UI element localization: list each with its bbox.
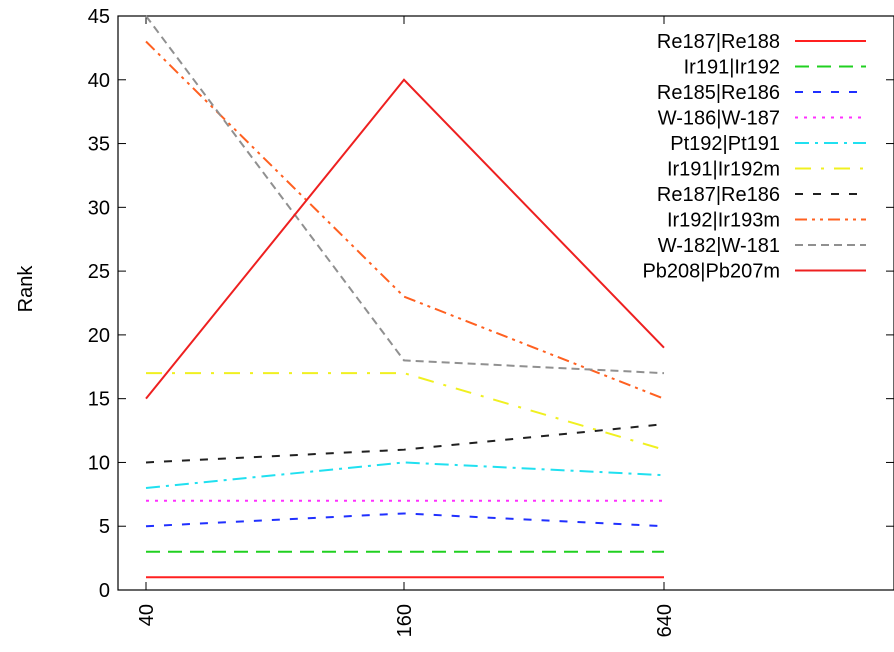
legend: Re187|Re188 Ir191|Ir192 Re185|Re186 W-186|W… (642, 31, 866, 283)
legend-label: Ir191|Ir192 (684, 57, 780, 79)
series-layer (145, 15, 665, 579)
y-tick-label: 25 (88, 261, 110, 283)
y-tick-label: 30 (88, 197, 110, 219)
legend-label: Re187|Re186 (657, 184, 780, 206)
x-tick-label: 40 (136, 604, 158, 626)
x-tick-label: 160 (394, 604, 416, 637)
y-tick-label: 15 (88, 389, 110, 411)
plot-border (117, 15, 894, 591)
legend-label: Ir192|Ir193m (667, 210, 780, 232)
plot-frame (117, 15, 894, 591)
series-line (145, 15, 665, 375)
x-axis: 40 160 640 (136, 16, 676, 637)
series-line (145, 461, 665, 489)
legend-label: W-182|W-181 (658, 235, 780, 257)
y-axis: 0 5 10 15 20 25 30 35 40 45 (88, 6, 894, 602)
x-tick-label: 640 (654, 604, 676, 637)
series-line (145, 512, 665, 528)
series-line (145, 423, 665, 464)
y-tick-label: 45 (88, 6, 110, 28)
legend-label: Ir191|Ir192m (667, 159, 780, 181)
legend-label: Pb208|Pb207m (642, 261, 780, 283)
series-line (145, 40, 665, 400)
y-tick-label: 35 (88, 134, 110, 156)
y-axis-title: Rank (15, 265, 37, 313)
legend-label: Pt192|Pt191 (670, 133, 780, 155)
legend-label: Re185|Re186 (657, 82, 780, 104)
legend-label: Re187|Re188 (657, 31, 780, 53)
series-line (146, 372, 665, 451)
y-tick-label: 10 (88, 452, 110, 474)
y-tick-label: 5 (99, 516, 110, 538)
y-tick-label: 40 (88, 70, 110, 92)
series-line (145, 78, 665, 400)
y-tick-label: 20 (88, 325, 110, 347)
legend-label: W-186|W-187 (658, 108, 780, 130)
y-tick-label: 0 (99, 580, 110, 602)
